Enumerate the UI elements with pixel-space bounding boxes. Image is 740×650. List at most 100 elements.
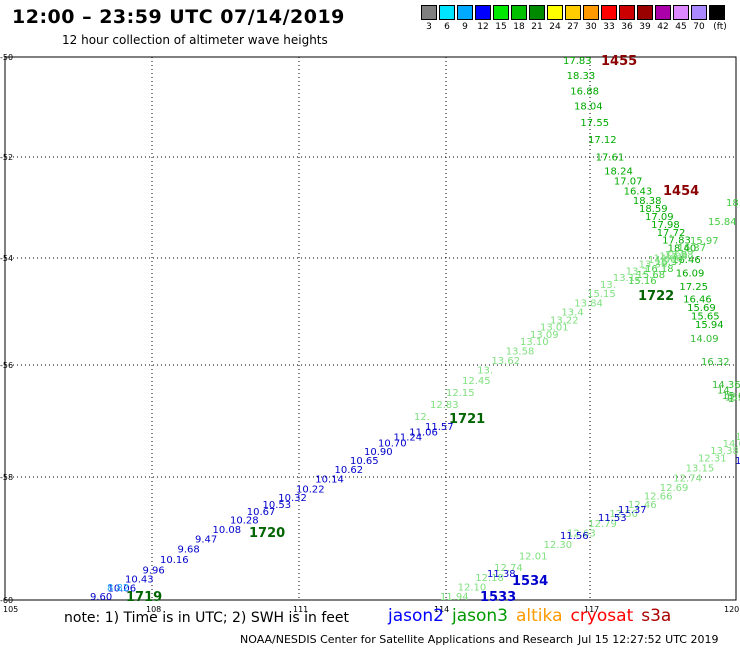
swh-value-label: 10.70 bbox=[378, 438, 407, 449]
swh-value-label: 16.18 bbox=[645, 264, 674, 275]
swh-value-label: 12.63 bbox=[567, 529, 596, 540]
pass-time-label: 1455 bbox=[601, 54, 637, 69]
swh-value-label: 11.56 bbox=[560, 531, 589, 542]
latitude-tick-label: -58 bbox=[0, 473, 13, 482]
satellite-legend: jason2 jason3 altika cryosat s3a bbox=[388, 606, 679, 626]
map-frame bbox=[4, 56, 737, 601]
swh-value-label: 10.32 bbox=[278, 493, 307, 504]
pass-time-label: 1720 bbox=[249, 526, 285, 541]
longitude-tick-label: 120 bbox=[724, 605, 739, 614]
swh-value-label: 12.66 bbox=[644, 491, 673, 502]
swh-value-label: 13.58 bbox=[506, 346, 535, 357]
swh-value-label: 14. bbox=[735, 432, 740, 443]
swh-value-label: 10.06 bbox=[108, 583, 137, 594]
legend-label: 30 bbox=[585, 22, 597, 32]
swh-value-label: 12.18 bbox=[475, 573, 504, 584]
pass-time-label: 1719 bbox=[126, 590, 162, 605]
swh-value-label: 10.65 bbox=[350, 456, 379, 467]
swh-value-label: 12.79 bbox=[588, 519, 617, 530]
legend-label: 18 bbox=[513, 22, 525, 32]
legend-swatches bbox=[421, 5, 733, 20]
swh-value-label: 13.09 bbox=[530, 330, 559, 341]
swh-value-label: 10.28 bbox=[230, 515, 259, 526]
swh-value-label: 12.31 bbox=[698, 454, 727, 465]
swh-value-label: 16.88 bbox=[570, 86, 599, 97]
swh-value-label: 12.46 bbox=[628, 500, 657, 511]
swh-value-label: 18.24 bbox=[604, 166, 633, 177]
swh-value-label: 16.46 bbox=[672, 255, 701, 266]
swh-value-label: 10.22 bbox=[296, 484, 325, 495]
legend-label: 9 bbox=[462, 22, 468, 32]
swh-value-label: 12.50 bbox=[609, 509, 638, 520]
swh-value-label: 18.33 bbox=[567, 71, 596, 82]
legend-label: 70 bbox=[693, 22, 705, 32]
swh-value-label: 18. bbox=[726, 198, 740, 209]
legend-label: (ft) bbox=[713, 22, 727, 32]
legend-swatch bbox=[439, 5, 455, 20]
footer-note: note: 1) Time is in UTC; 2) SWH is in fe… bbox=[64, 610, 350, 626]
legend-label: 6 bbox=[444, 22, 450, 32]
swh-value-label: 15.68 bbox=[665, 250, 694, 261]
satellite-label: jason2 bbox=[388, 606, 444, 626]
latitude-tick-label: -50 bbox=[0, 53, 13, 62]
swh-value-label: 14.09 bbox=[690, 334, 719, 345]
swh-value-label: 10.43 bbox=[125, 575, 154, 586]
swh-value-label: 17.55 bbox=[580, 118, 609, 129]
swh-value-label: 15.6 bbox=[722, 391, 740, 402]
swh-value-label: 11.37 bbox=[618, 505, 647, 516]
swh-value-label: 13.62 bbox=[491, 356, 520, 367]
legend-swatch bbox=[673, 5, 689, 20]
legend-swatch bbox=[493, 5, 509, 20]
swh-value-label: 17.07 bbox=[614, 176, 643, 187]
swh-value-label: 13.01 bbox=[540, 323, 569, 334]
credit-text: NOAA/NESDIS Center for Satellite Applica… bbox=[240, 633, 574, 646]
swh-value-label: 18.04 bbox=[574, 102, 603, 113]
swh-value-label: 8.82 bbox=[107, 583, 129, 594]
longitude-tick-label: 114 bbox=[434, 605, 449, 614]
swh-value-label: 16.43 bbox=[624, 186, 653, 197]
legend-swatch bbox=[421, 5, 437, 20]
swh-value-label: 16.09 bbox=[676, 269, 705, 280]
swh-value-label: 13.38 bbox=[710, 446, 739, 457]
swh-value-label: 14.36 bbox=[712, 380, 740, 391]
swh-value-label: 16.46 bbox=[683, 294, 712, 305]
swh-value-label: 16.37 bbox=[678, 243, 707, 254]
swh-value-label: 17.25 bbox=[679, 282, 708, 293]
swh-value-label: 11.53 bbox=[598, 513, 627, 524]
legend-swatch bbox=[709, 5, 725, 20]
legend-swatch bbox=[691, 5, 707, 20]
swh-value-label: 18.59 bbox=[639, 204, 668, 215]
swh-value-label: 12.15 bbox=[446, 388, 475, 399]
swh-value-label: 10.08 bbox=[213, 525, 242, 536]
timestamp-text: Jul 15 12:27:52 UTC 2019 bbox=[578, 633, 719, 646]
map-title: 12:00 – 23:59 UTC 07/14/2019 bbox=[12, 6, 345, 28]
swh-value-label: 1 bbox=[735, 456, 740, 467]
swh-value-label: 15.09 bbox=[659, 252, 688, 263]
swh-value-label: 11.57 bbox=[425, 422, 454, 433]
swh-value-label: 15. bbox=[725, 393, 740, 404]
swh-value-label: 10.14 bbox=[315, 475, 344, 486]
swh-value-label: 1 bbox=[728, 394, 734, 405]
swh-value-label: 18.38 bbox=[633, 196, 662, 207]
swh-value-label: 9.68 bbox=[178, 545, 200, 556]
swh-value-label: 13.36 bbox=[639, 259, 668, 270]
legend-label: 45 bbox=[675, 22, 687, 32]
swh-value-label: 15.65 bbox=[691, 311, 720, 322]
satellite-label: jason3 bbox=[452, 606, 508, 626]
latitude-tick-label: -56 bbox=[0, 361, 13, 370]
swh-value-label: 17.83 bbox=[563, 56, 592, 67]
pass-time-label: 1721 bbox=[449, 412, 485, 427]
swh-value-label: 10.67 bbox=[247, 507, 276, 518]
swh-value-label: 17.61 bbox=[596, 152, 625, 163]
swh-value-label: 14. bbox=[717, 386, 733, 397]
swh-value-label: 13.4 bbox=[561, 307, 583, 318]
legend-label: 27 bbox=[567, 22, 579, 32]
latitude-tick-label: -60 bbox=[0, 596, 13, 605]
swh-value-label: 13.12 bbox=[613, 273, 642, 284]
pass-time-label: 1722 bbox=[638, 289, 674, 304]
legend-swatch bbox=[565, 5, 581, 20]
swh-value-label: 13. bbox=[600, 280, 616, 291]
swh-value-label: 15.94 bbox=[695, 320, 724, 331]
legend-swatch bbox=[583, 5, 599, 20]
